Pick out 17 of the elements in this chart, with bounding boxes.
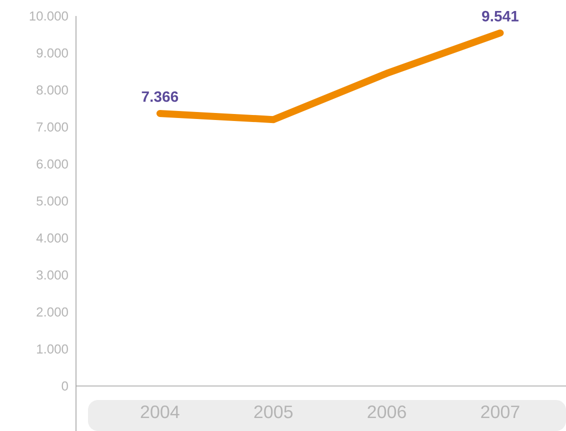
y-tick-label: 4.000 [36,233,68,243]
y-tick-label: 7.000 [36,122,68,132]
x-tick-label: 2005 [254,406,293,418]
y-tick-label: 10.000 [30,11,68,21]
y-tick-label: 6.000 [36,159,68,169]
x-tick-label: 2006 [368,406,406,418]
y-tick-label: 9.000 [36,48,68,58]
y-tick-label: 8.000 [36,85,68,95]
y-tick-label: 1.000 [37,344,68,354]
x-tick-label: 2004 [140,406,180,418]
data-label: 9.541 [482,10,518,22]
y-tick-label: 3.000 [36,270,68,280]
y-tick-label: 0 [62,381,68,391]
x-tick-label: 2007 [481,406,520,418]
y-tick-label: 5.000 [36,196,68,206]
data-label: 7.366 [142,91,178,102]
y-tick-label: 2.000 [36,307,68,317]
